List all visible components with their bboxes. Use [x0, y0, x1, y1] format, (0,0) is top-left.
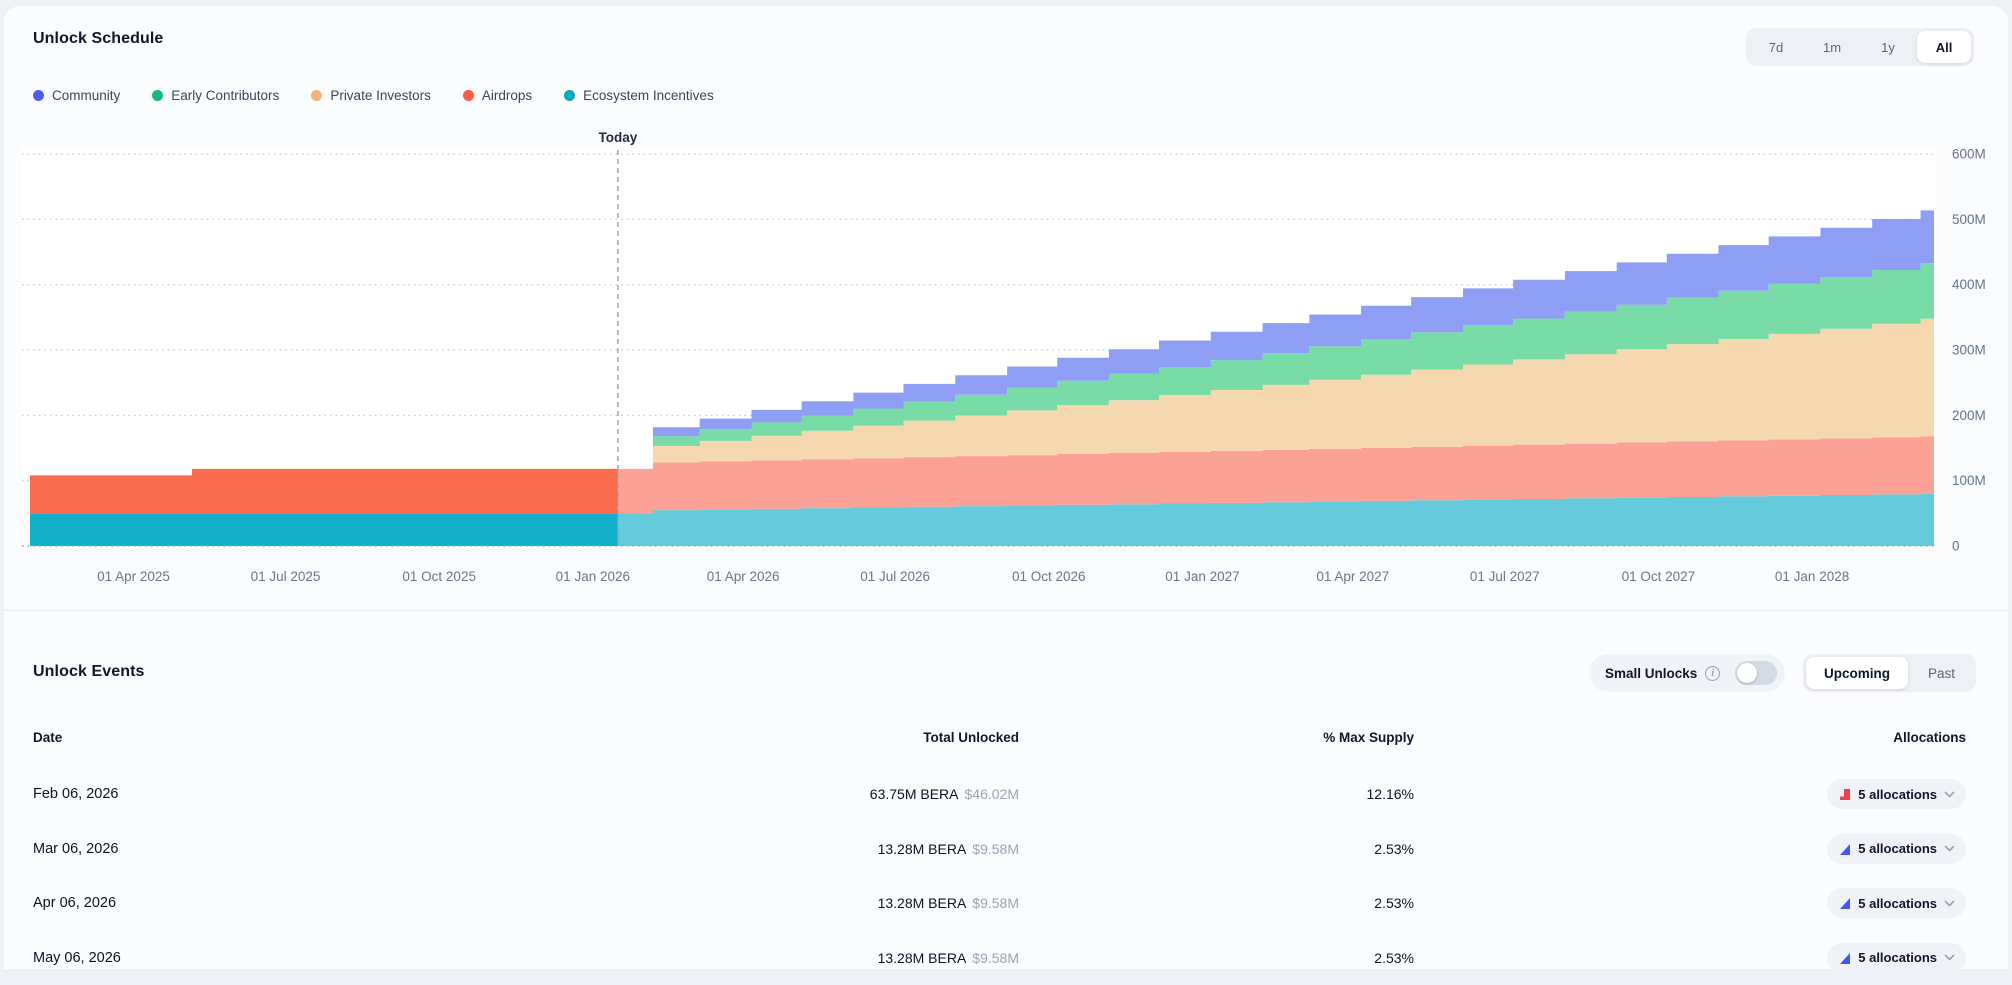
event-date: Mar 06, 2026: [33, 841, 118, 857]
table-row: May 06, 2026 13.28M BERA$9.58M 2.53% 5 allo…: [4, 931, 2008, 985]
x-tick-label: 01 Jul 2025: [251, 569, 321, 584]
event-date: Apr 06, 2026: [33, 895, 116, 911]
section-divider: [4, 610, 2008, 611]
info-icon[interactable]: i: [1705, 666, 1720, 681]
events-tab-past[interactable]: Past: [1910, 657, 1973, 689]
x-tick-label: 01 Apr 2027: [1316, 569, 1389, 584]
small-unlocks-label: Small Unlocks: [1605, 666, 1697, 681]
x-tick-label: 01 Oct 2027: [1622, 569, 1696, 584]
linear-unlock-icon: [1839, 952, 1851, 964]
x-tick-label: 01 Jan 2028: [1775, 569, 1849, 584]
chevron-down-icon: [1944, 900, 1955, 907]
event-date: May 06, 2026: [33, 950, 121, 966]
chevron-down-icon: [1944, 954, 1955, 961]
column-header-total: Total Unlocked: [644, 730, 1019, 745]
table-row: Feb 06, 2026 63.75M BERA$46.02M 12.16% 5 al…: [4, 767, 2008, 821]
x-tick-label: 01 Jul 2027: [1470, 569, 1540, 584]
y-tick-label-600M: 600M: [1952, 147, 1986, 162]
events-title: Unlock Events: [33, 663, 145, 681]
small-unlocks-control: Small Unlocks i: [1589, 654, 1785, 692]
allocations-chip[interactable]: 5 allocations: [1827, 888, 1966, 918]
event-usd-value: $9.58M: [972, 841, 1019, 857]
allocations-chip[interactable]: 5 allocations: [1827, 834, 1966, 864]
event-total-unlocked: 13.28M BERA$9.58M: [644, 895, 1019, 911]
event-allocations-cell: 5 allocations: [1827, 834, 1966, 864]
y-tick-label-500M: 500M: [1952, 212, 1986, 227]
event-allocations-cell: 5 allocations: [1827, 779, 1966, 809]
allocations-chip-label: 5 allocations: [1858, 896, 1937, 911]
cliff-unlock-icon: [1839, 788, 1851, 800]
allocations-chip-label: 5 allocations: [1858, 787, 1937, 802]
y-tick-label-100M: 100M: [1952, 473, 1986, 488]
x-tick-label: 01 Oct 2026: [1012, 569, 1086, 584]
chevron-down-icon: [1944, 845, 1955, 852]
event-allocations-cell: 5 allocations: [1827, 943, 1966, 973]
x-tick-label: 01 Jan 2026: [556, 569, 630, 584]
linear-unlock-icon: [1839, 843, 1851, 855]
event-usd-value: $9.58M: [972, 895, 1019, 911]
today-label: Today: [599, 130, 638, 145]
event-total-unlocked: 13.28M BERA$9.58M: [644, 841, 1019, 857]
table-row: Mar 06, 2026 13.28M BERA$9.58M 2.53% 5 allo…: [4, 822, 2008, 876]
event-total-unlocked: 63.75M BERA$46.02M: [644, 786, 1019, 802]
y-tick-label-0: 0: [1952, 539, 1960, 554]
y-tick-label-300M: 300M: [1952, 343, 1986, 358]
unlock-schedule-chart[interactable]: Today 0 100M 200M 300M 400M 500M 600M 01 Apr 202…: [4, 6, 2012, 616]
event-usd-value: $46.02M: [965, 786, 1019, 802]
small-unlocks-toggle[interactable]: [1735, 661, 1777, 685]
event-allocations-cell: 5 allocations: [1827, 888, 1966, 918]
column-header-max-supply: % Max Supply: [1104, 730, 1414, 745]
event-max-supply-pct: 12.16%: [1104, 786, 1414, 802]
area-past-airdrops: [30, 469, 618, 513]
column-header-allocations: Allocations: [1893, 730, 1966, 745]
event-max-supply-pct: 2.53%: [1104, 895, 1414, 911]
event-date: Feb 06, 2026: [33, 786, 118, 802]
x-tick-label: 01 Apr 2026: [707, 569, 780, 584]
allocations-chip[interactable]: 5 allocations: [1827, 943, 1966, 973]
event-usd-value: $9.58M: [972, 950, 1019, 966]
allocations-chip[interactable]: 5 allocations: [1827, 779, 1966, 809]
y-tick-label-400M: 400M: [1952, 277, 1986, 292]
allocations-chip-label: 5 allocations: [1858, 841, 1937, 856]
column-header-date: Date: [33, 730, 62, 745]
allocations-chip-label: 5 allocations: [1858, 950, 1937, 965]
area-past-ecosystem-incentives: [30, 513, 618, 546]
x-tick-label: 01 Jan 2027: [1165, 569, 1239, 584]
table-row: Apr 06, 2026 13.28M BERA$9.58M 2.53% 5 allo…: [4, 876, 2008, 930]
y-tick-label-200M: 200M: [1952, 408, 1986, 423]
events-tab-upcoming[interactable]: Upcoming: [1806, 657, 1908, 689]
chevron-down-icon: [1944, 791, 1955, 798]
event-max-supply-pct: 2.53%: [1104, 841, 1414, 857]
x-tick-label: 01 Oct 2025: [402, 569, 476, 584]
linear-unlock-icon: [1839, 897, 1851, 909]
event-total-unlocked: 13.28M BERA$9.58M: [644, 950, 1019, 966]
event-max-supply-pct: 2.53%: [1104, 950, 1414, 966]
toggle-knob: [1737, 663, 1757, 683]
x-tick-label: 01 Apr 2025: [97, 569, 170, 584]
x-tick-label: 01 Jul 2026: [860, 569, 930, 584]
